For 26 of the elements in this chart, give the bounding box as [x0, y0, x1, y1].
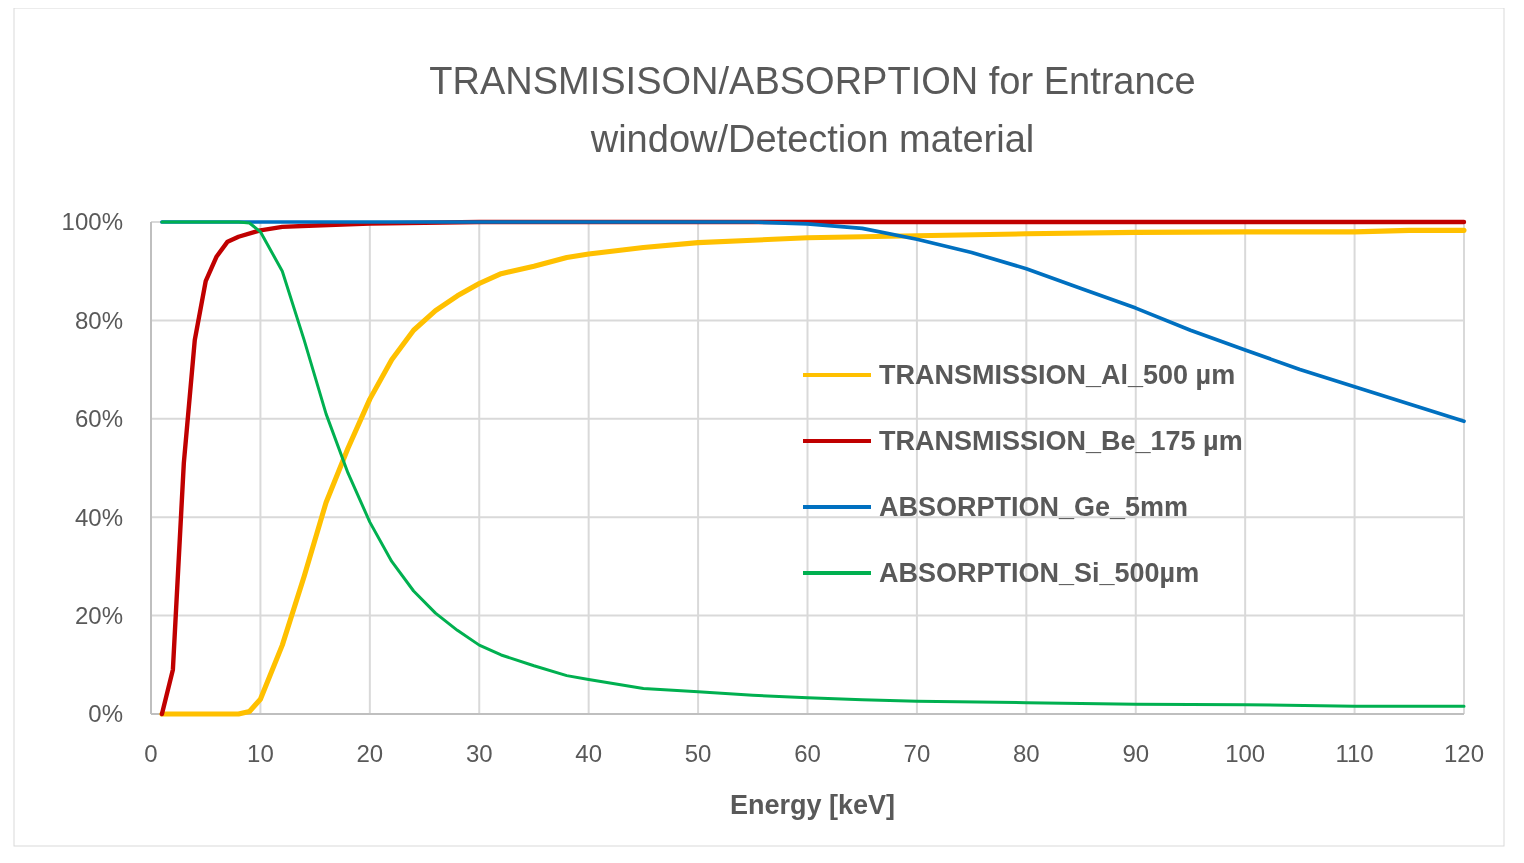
x-tick-label: 60 — [794, 740, 821, 767]
y-tick-label: 60% — [74, 405, 123, 433]
x-tick-label: 70 — [903, 740, 931, 767]
x-tick-label: 20 — [356, 740, 384, 767]
x-tick-label: 90 — [1122, 740, 1150, 767]
y-tick-label: 100% — [61, 208, 123, 236]
chart-title: TRANSMISISON/ABSORPTION for Entrance window/Detection material — [429, 60, 1196, 160]
legend-label: TRANSMISSION_Be_175 µm — [879, 426, 1243, 457]
legend-label: TRANSMISSION_Al_500 µm — [879, 360, 1236, 391]
y-tick-label: 20% — [74, 602, 123, 629]
legend-label: ABSORPTION_Si_500µm — [879, 558, 1200, 589]
x-tick-label: 100 — [1225, 740, 1266, 767]
x-axis-title: Energy [keV] — [729, 790, 896, 820]
x-tick-label: 40 — [575, 740, 603, 767]
x-tick-label: 10 — [247, 740, 274, 767]
x-tick-label: 30 — [465, 740, 493, 767]
y-tick-label: 40% — [74, 503, 123, 531]
x-tick-label: 0 — [144, 740, 158, 767]
line-series — [160, 220, 1466, 424]
x-tick-label: 110 — [1335, 740, 1374, 767]
y-tick-label: 0% — [88, 700, 123, 728]
y-tick-label: 80% — [74, 306, 123, 334]
x-tick-label: 80 — [1012, 740, 1040, 767]
x-tick-label: 50 — [684, 740, 712, 767]
legend-label: ABSORPTION_Ge_5mm — [879, 492, 1189, 523]
x-tick-label: 120 — [1443, 740, 1485, 767]
